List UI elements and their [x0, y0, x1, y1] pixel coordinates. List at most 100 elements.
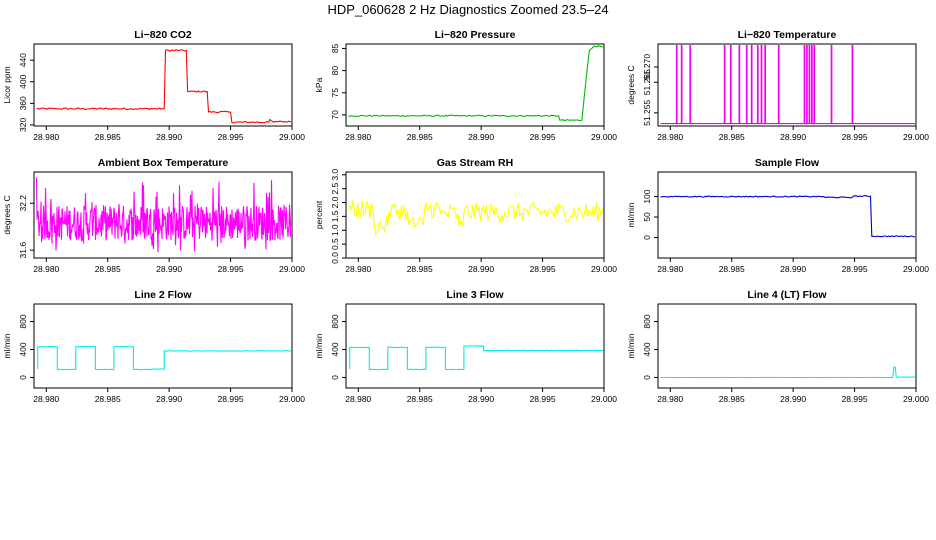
y-tick-label: 0 — [642, 235, 652, 240]
x-tick-label: 28.995 — [530, 394, 556, 404]
x-tick-label: 28.995 — [842, 394, 868, 404]
x-tick-label: 28.985 — [719, 132, 745, 142]
x-tick-label: 28.985 — [95, 394, 121, 404]
series-line — [660, 195, 915, 238]
y-tick-label: 2.5 — [330, 182, 340, 194]
y-tick-label: 0.5 — [330, 238, 340, 250]
x-tick-label: 28.985 — [95, 132, 121, 142]
series-line — [660, 366, 915, 379]
y-tick-label: 400 — [642, 342, 652, 356]
x-tick-label: 28.990 — [468, 264, 494, 274]
y-axis-label: degrees C — [2, 195, 12, 234]
x-tick-label: 29.000 — [903, 264, 929, 274]
plot-frame — [345, 43, 605, 127]
panel-title: Sample Flow — [755, 157, 820, 169]
x-tick-label: 28.980 — [657, 132, 683, 142]
x-tick-label: 28.980 — [657, 394, 683, 404]
panel-7: Line 3 Flow ml/min 28.980 28.985 28.990 28.99… — [314, 289, 617, 404]
y-tick-label: 400 — [330, 342, 340, 356]
y-tick-label: 75 — [330, 88, 340, 98]
y-tick-label: 400 — [18, 74, 28, 88]
x-tick-label: 28.980 — [33, 132, 59, 142]
y-axis-label: percent — [314, 200, 324, 229]
y-tick-label: 100 — [642, 189, 652, 203]
x-tick-label: 28.980 — [345, 394, 371, 404]
panel-title: Li−820 Temperature — [738, 29, 837, 41]
x-tick-label: 28.980 — [345, 132, 371, 142]
x-tick-label: 28.985 — [407, 394, 433, 404]
y-tick-label: 51.265 — [642, 69, 652, 95]
series-line — [349, 345, 603, 371]
y-tick-label: 320 — [18, 118, 28, 132]
x-tick-label: 28.995 — [842, 264, 868, 274]
y-tick-label: 51.255 — [642, 100, 652, 126]
x-tick-label: 28.985 — [719, 264, 745, 274]
panel-1: Li−820 Pressure kPa 28.980 28.985 28.990 28.9… — [314, 29, 617, 142]
panel-title: Ambient Box Temperature — [98, 157, 229, 169]
y-tick-label: 50 — [642, 212, 652, 222]
panel-title: Line 4 (LT) Flow — [747, 289, 827, 301]
page-title: HDP_060628 2 Hz Diagnostics Zoomed 23.5–… — [327, 2, 609, 17]
panel-8: Line 4 (LT) Flow ml/min 28.980 28.985 28.990… — [626, 289, 929, 404]
x-tick-label: 29.000 — [903, 132, 929, 142]
plot-frame — [33, 171, 293, 259]
y-axis-label: kPa — [314, 77, 324, 92]
y-tick-label: 80 — [330, 66, 340, 76]
x-tick-label: 28.990 — [780, 394, 806, 404]
y-tick-label: 51.270 — [642, 54, 652, 80]
x-tick-label: 28.995 — [842, 132, 868, 142]
panel-title: Gas Stream RH — [437, 157, 513, 169]
y-tick-label: 0 — [642, 375, 652, 380]
series-line — [347, 199, 603, 236]
x-tick-label: 28.990 — [780, 132, 806, 142]
y-tick-label: 0 — [18, 375, 28, 380]
x-tick-label: 28.995 — [218, 394, 244, 404]
x-tick-label: 29.000 — [279, 264, 305, 274]
x-tick-label: 28.990 — [156, 132, 182, 142]
y-tick-label: 85 — [330, 43, 340, 53]
series-line — [35, 177, 291, 253]
y-tick-label: 800 — [18, 314, 28, 328]
y-tick-label: 0.0 — [330, 252, 340, 264]
panel-2: Li−820 Temperature degrees C 28.980 28.985 2… — [626, 29, 929, 142]
panel-title: Li−820 CO2 — [134, 29, 192, 41]
panel-4: Gas Stream RH percent 28.980 28.985 28.990 28… — [314, 157, 617, 274]
y-tick-label: 400 — [18, 342, 28, 356]
panel-title: Li−820 Pressure — [435, 29, 516, 41]
y-tick-label: 2.0 — [330, 196, 340, 208]
x-tick-label: 28.980 — [657, 264, 683, 274]
series-line — [37, 345, 291, 371]
x-tick-label: 29.000 — [591, 132, 617, 142]
plot-frame — [345, 171, 605, 259]
plot-frame — [657, 43, 917, 127]
x-tick-label: 28.980 — [345, 264, 371, 274]
y-tick-label: 32.2 — [18, 195, 28, 212]
plot-frame — [657, 303, 917, 389]
y-axis-label: ml/min — [314, 333, 324, 358]
plot-frame — [345, 303, 605, 389]
x-tick-label: 28.985 — [95, 264, 121, 274]
panel-title: Line 2 Flow — [134, 289, 192, 301]
series-line — [660, 45, 915, 125]
x-tick-label: 29.000 — [591, 394, 617, 404]
y-tick-label: 440 — [18, 53, 28, 67]
x-tick-label: 29.000 — [279, 394, 305, 404]
x-tick-label: 28.990 — [468, 132, 494, 142]
x-tick-label: 28.990 — [156, 264, 182, 274]
y-tick-label: 800 — [330, 314, 340, 328]
y-axis-label: degrees C — [626, 65, 636, 104]
plot-frame — [33, 303, 293, 389]
y-tick-label: 1.5 — [330, 210, 340, 222]
y-tick-label: 3.0 — [330, 169, 340, 181]
y-tick-label: 0 — [330, 375, 340, 380]
x-tick-label: 28.985 — [407, 264, 433, 274]
x-tick-label: 28.990 — [780, 264, 806, 274]
y-axis-label: ml/min — [626, 202, 636, 227]
plot-frame — [657, 171, 917, 259]
x-tick-label: 28.985 — [719, 394, 745, 404]
x-tick-label: 28.995 — [530, 264, 556, 274]
y-axis-label: Licor ppm — [2, 66, 12, 103]
y-axis-label: ml/min — [626, 333, 636, 358]
x-tick-label: 28.980 — [33, 394, 59, 404]
